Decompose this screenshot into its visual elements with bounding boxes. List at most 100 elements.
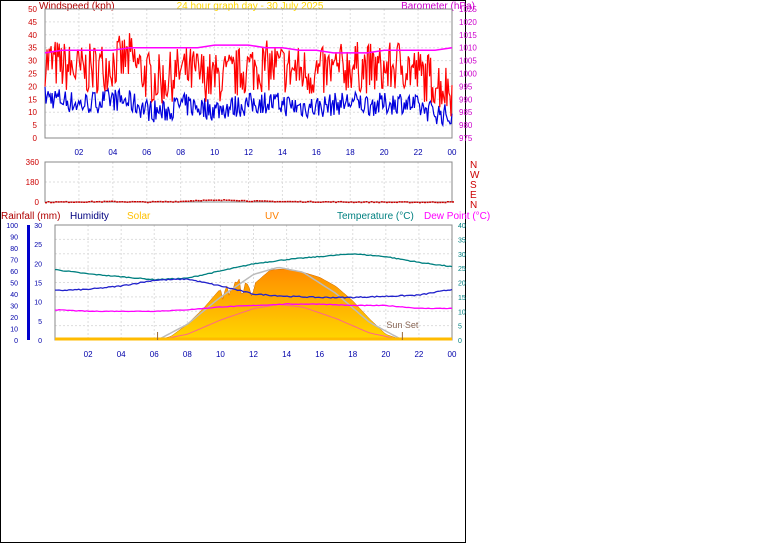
direction-point [380, 201, 383, 203]
direction-point [190, 200, 192, 202]
sunset-annotation: Sun Set [386, 320, 419, 330]
direction-point [301, 201, 304, 203]
wind-plot-area [44, 8, 453, 139]
rain-y-tick-label: 30 [34, 223, 42, 230]
baro-y-tick-label: 1020 [459, 18, 477, 27]
temperature-line [55, 253, 453, 281]
direction-point [429, 201, 432, 203]
x-tick-label: 18 [346, 148, 355, 157]
temp-y-tick-label: 15 [458, 295, 466, 302]
temp-y-tick-label: 35 [458, 237, 466, 244]
direction-point [289, 200, 292, 203]
direction-point [342, 201, 345, 203]
direction-point [116, 201, 119, 203]
direction-point [304, 201, 307, 203]
humidity-y-tick-label: 80 [10, 246, 18, 253]
x-tick-label: 00 [448, 350, 457, 359]
direction-point [352, 201, 355, 204]
direction-point [101, 201, 103, 203]
wind-y-tick-label: 40 [28, 31, 37, 40]
direction-point [154, 201, 157, 203]
direction-point [212, 199, 215, 202]
temp-y-tick-label: 5 [458, 324, 462, 331]
legend-label: Dew Point (°C) [424, 211, 490, 222]
direction-point [215, 199, 218, 201]
direction-point [426, 201, 429, 204]
legend-label: Temperature (°C) [337, 211, 414, 222]
wind-y-tick-label: 50 [28, 5, 37, 14]
direction-point [195, 199, 198, 202]
temp-y-tick-label: 30 [458, 252, 466, 259]
direction-point [411, 201, 414, 204]
compass-label: W [470, 170, 480, 181]
direction-point [172, 201, 175, 203]
legend-label: Solar [127, 211, 151, 222]
direction-point [88, 201, 91, 203]
rain-scale-bar [27, 225, 30, 340]
direction-point [406, 201, 409, 203]
direction-point [322, 201, 325, 203]
direction-point [403, 201, 406, 203]
direction-point [151, 200, 154, 203]
direction-point [220, 199, 223, 202]
dewpoint-line [54, 303, 453, 313]
compass-label: S [470, 180, 477, 191]
chart-frame [0, 0, 466, 543]
direction-point [396, 201, 398, 204]
x-tick-label: 20 [380, 148, 389, 157]
direction-point [355, 201, 358, 203]
direction-point [256, 200, 259, 202]
rain-y-tick-label: 20 [34, 261, 42, 268]
humidity-y-tick-label: 30 [10, 304, 18, 311]
x-tick-label: 10 [210, 148, 219, 157]
direction-point [452, 201, 454, 203]
x-tick-label: 22 [414, 350, 423, 359]
direction-point [273, 201, 276, 203]
direction-point [294, 200, 297, 203]
wind-y-tick-label: 20 [28, 82, 37, 91]
x-tick-label: 00 [448, 148, 457, 157]
direction-point [187, 200, 190, 202]
direction-point [413, 201, 416, 203]
direction-point [156, 200, 159, 203]
direction-point [340, 200, 343, 203]
direction-point [312, 201, 315, 203]
direction-y-tick-label: 0 [35, 198, 40, 207]
humidity-y-tick-label: 40 [10, 292, 18, 299]
rain-y-tick-label: 0 [38, 338, 42, 345]
direction-point [327, 201, 330, 203]
direction-point [131, 200, 134, 203]
direction-point [398, 201, 401, 203]
humidity-y-tick-label: 50 [10, 281, 18, 288]
direction-point [134, 201, 136, 203]
direction-point [164, 200, 167, 203]
x-tick-label: 18 [348, 350, 357, 359]
x-tick-label: 04 [108, 148, 117, 157]
baro-y-tick-label: 1010 [459, 44, 477, 53]
direction-point [230, 199, 233, 202]
baro-y-tick-label: 1005 [459, 57, 477, 66]
direction-y-tick-label: 360 [26, 158, 40, 167]
chart-title: 24 hour graph day - 30 July 2025 [177, 1, 324, 12]
baro-y-tick-label: 985 [459, 108, 473, 117]
direction-point [57, 201, 60, 203]
rain-y-tick-label: 10 [34, 300, 42, 307]
wind-panel: 0510152025303540455097598098599099510001… [28, 5, 477, 157]
direction-point [248, 200, 251, 203]
humidity-y-tick-label: 0 [14, 338, 18, 345]
direction-point [103, 200, 106, 203]
barometer-line [44, 44, 453, 54]
rain-y-tick-label: 25 [34, 242, 42, 249]
direction-point [421, 201, 424, 203]
direction-point [197, 199, 200, 202]
wind-y-tick-label: 5 [33, 121, 38, 130]
direction-point [319, 201, 322, 203]
x-tick-label: 08 [183, 350, 192, 359]
baro-y-tick-label: 990 [459, 95, 473, 104]
x-tick-label: 02 [84, 350, 93, 359]
direction-point [441, 201, 444, 204]
compass-label: N [470, 160, 477, 171]
x-tick-label: 16 [315, 350, 324, 359]
direction-point [169, 200, 172, 203]
